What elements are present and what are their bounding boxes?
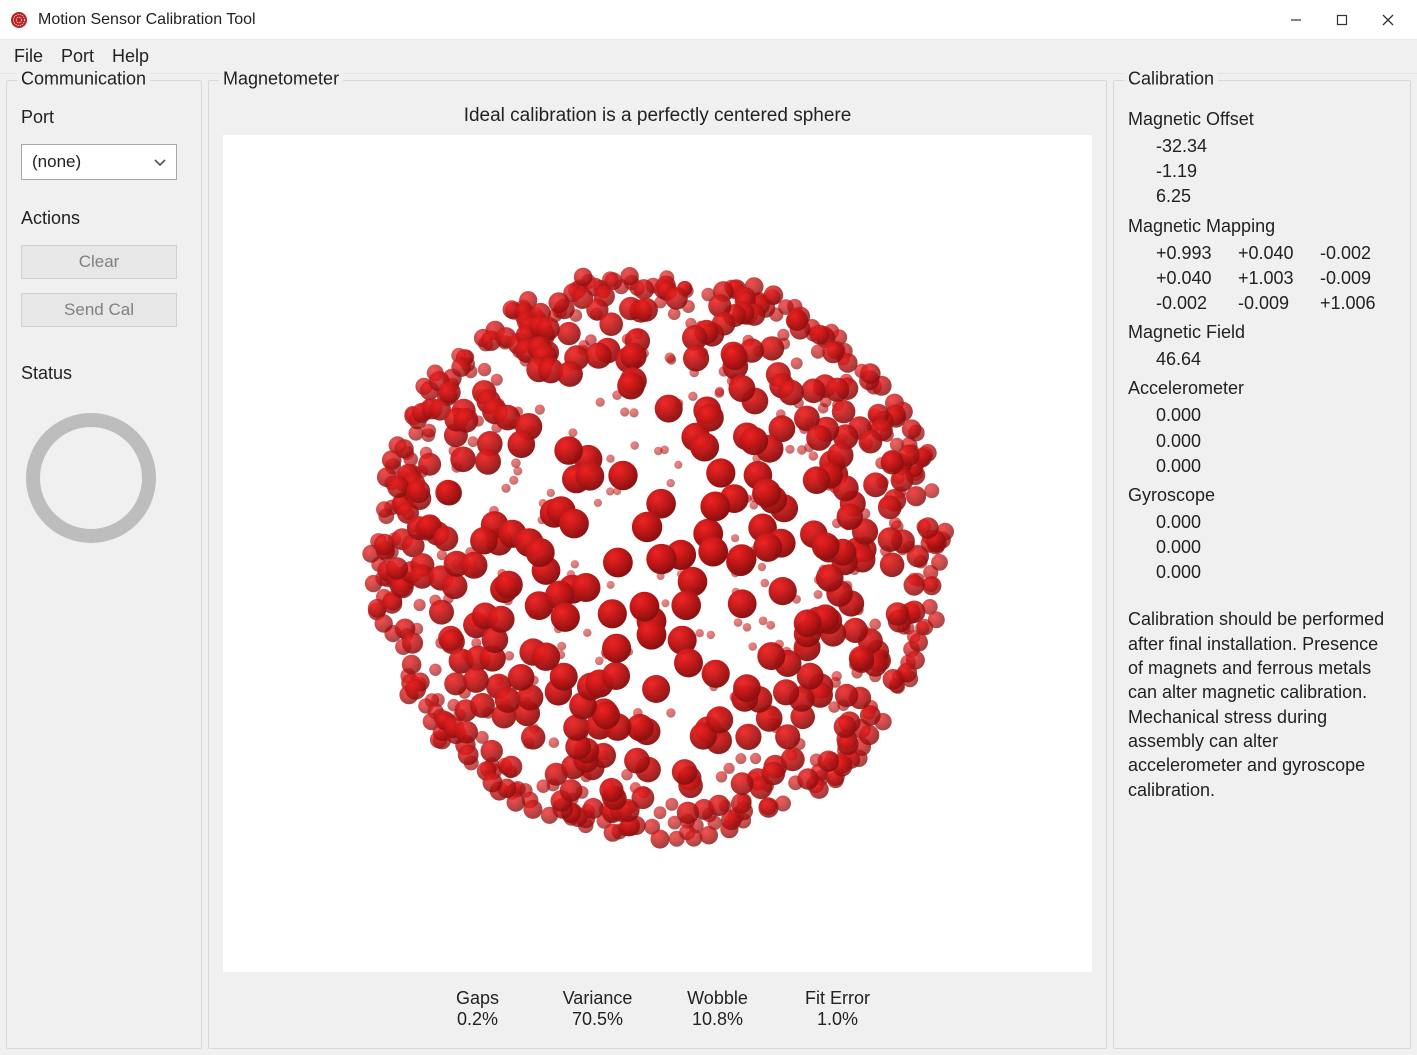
magnetic-field-value: 46.64 — [1156, 347, 1396, 372]
gyroscope-z: 0.000 — [1156, 560, 1396, 585]
mm-20: -0.002 — [1156, 291, 1228, 316]
magnetic-mapping-label: Magnetic Mapping — [1128, 216, 1396, 237]
calibration-note: Calibration should be performed after fi… — [1128, 607, 1396, 801]
mm-12: -0.009 — [1320, 266, 1392, 291]
stat-variance: Variance 70.5% — [553, 988, 643, 1030]
stat-fit-error: Fit Error 1.0% — [793, 988, 883, 1030]
stat-fit-error-label: Fit Error — [793, 988, 883, 1009]
mm-22: +1.006 — [1320, 291, 1392, 316]
stat-variance-value: 70.5% — [553, 1009, 643, 1030]
stat-wobble-label: Wobble — [673, 988, 763, 1009]
stat-gaps-label: Gaps — [433, 988, 523, 1009]
magnetic-offset-label: Magnetic Offset — [1128, 109, 1396, 130]
status-indicator — [21, 408, 161, 548]
stat-variance-label: Variance — [553, 988, 643, 1009]
communication-panel: Communication Port (none) Actions Clear … — [6, 80, 202, 1049]
mm-00: +0.993 — [1156, 241, 1228, 266]
magnetometer-viz[interactable] — [223, 135, 1092, 972]
window-close-button[interactable] — [1365, 0, 1411, 40]
mm-21: -0.009 — [1238, 291, 1310, 316]
gyroscope-label: Gyroscope — [1128, 485, 1396, 506]
stat-gaps-value: 0.2% — [433, 1009, 523, 1030]
calibration-title: Calibration — [1124, 69, 1218, 90]
accelerometer-label: Accelerometer — [1128, 378, 1396, 399]
port-label: Port — [21, 107, 187, 128]
mm-10: +0.040 — [1156, 266, 1228, 291]
gyroscope-x: 0.000 — [1156, 510, 1396, 535]
menu-file[interactable]: File — [14, 46, 43, 67]
app-icon — [10, 11, 28, 29]
window-minimize-button[interactable] — [1273, 0, 1319, 40]
magnetic-field-label: Magnetic Field — [1128, 322, 1396, 343]
gyroscope-values: 0.000 0.000 0.000 — [1128, 510, 1396, 586]
mm-01: +0.040 — [1238, 241, 1310, 266]
port-select-value: (none) — [32, 152, 81, 172]
window-titlebar: Motion Sensor Calibration Tool — [0, 0, 1417, 40]
magnetometer-message: Ideal calibration is a perfectly centere… — [223, 105, 1092, 127]
magnetometer-panel: Magnetometer Ideal calibration is a perf… — [208, 80, 1107, 1049]
magnetic-offset-values: -32.34 -1.19 6.25 — [1128, 134, 1396, 210]
accelerometer-values: 0.000 0.000 0.000 — [1128, 403, 1396, 479]
send-cal-button[interactable]: Send Cal — [21, 293, 177, 327]
communication-title: Communication — [17, 69, 150, 90]
stat-fit-error-value: 1.0% — [793, 1009, 883, 1030]
magnetic-offset-y: -1.19 — [1156, 159, 1396, 184]
accelerometer-z: 0.000 — [1156, 454, 1396, 479]
accelerometer-y: 0.000 — [1156, 429, 1396, 454]
gyroscope-y: 0.000 — [1156, 535, 1396, 560]
calibration-panel: Calibration Magnetic Offset -32.34 -1.19… — [1113, 80, 1411, 1049]
magnetometer-stats: Gaps 0.2% Variance 70.5% Wobble 10.8% Fi… — [223, 972, 1092, 1034]
magnetic-offset-x: -32.34 — [1156, 134, 1396, 159]
magnetometer-title: Magnetometer — [219, 69, 343, 90]
magnetic-offset-z: 6.25 — [1156, 184, 1396, 209]
stat-wobble: Wobble 10.8% — [673, 988, 763, 1030]
mm-11: +1.003 — [1238, 266, 1310, 291]
menu-port[interactable]: Port — [61, 46, 94, 67]
menu-help[interactable]: Help — [112, 46, 149, 67]
window-maximize-button[interactable] — [1319, 0, 1365, 40]
actions-label: Actions — [21, 208, 187, 229]
mm-02: -0.002 — [1320, 241, 1392, 266]
accelerometer-x: 0.000 — [1156, 403, 1396, 428]
clear-button[interactable]: Clear — [21, 245, 177, 279]
port-select[interactable]: (none) — [21, 144, 177, 180]
magnetic-field-values: 46.64 — [1128, 347, 1396, 372]
status-label: Status — [21, 363, 187, 384]
magnetic-mapping-matrix: +0.993 +0.040 -0.002 +0.040 +1.003 -0.00… — [1128, 241, 1396, 317]
window-title: Motion Sensor Calibration Tool — [38, 11, 256, 29]
stat-wobble-value: 10.8% — [673, 1009, 763, 1030]
stat-gaps: Gaps 0.2% — [433, 988, 523, 1030]
chevron-down-icon — [154, 155, 166, 170]
